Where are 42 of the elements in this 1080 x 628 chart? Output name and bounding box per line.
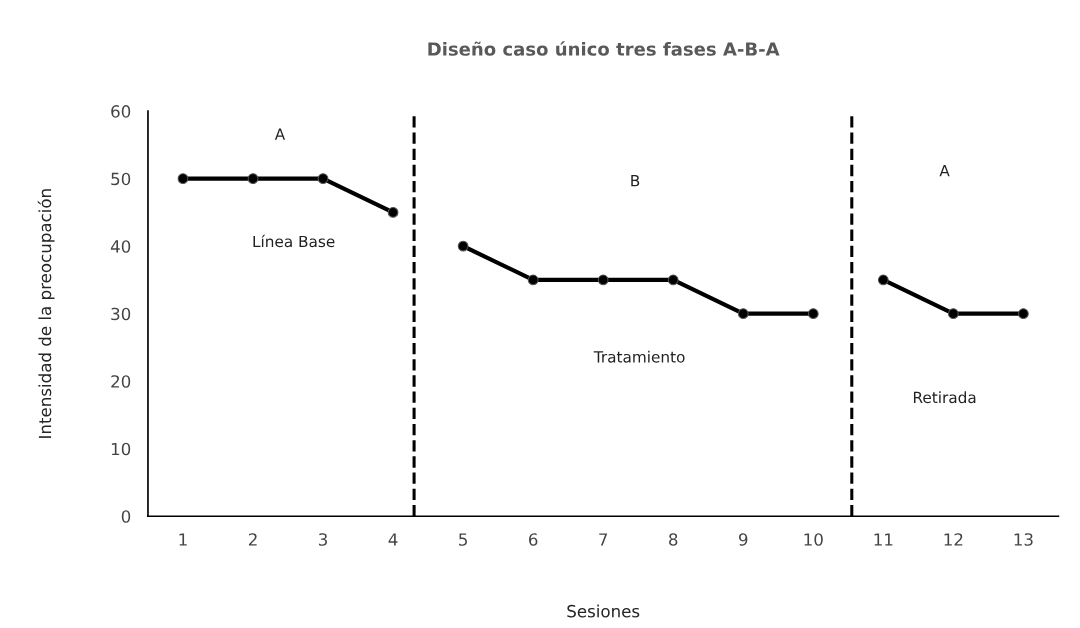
x-tick-label: 10 (804, 533, 823, 546)
point (177, 173, 189, 185)
point (667, 274, 679, 286)
point (1018, 308, 1029, 320)
annotation: A (274, 128, 286, 140)
y-tick-label: 40 (110, 240, 131, 253)
point (807, 308, 819, 320)
point (387, 207, 399, 218)
x-tick-label: 12 (944, 533, 963, 546)
point (877, 274, 889, 286)
chart-title: Diseño caso único tres fases A-B-A (428, 41, 780, 56)
y-tick-label: 0 (121, 510, 131, 523)
x-tick-label: 1 (179, 533, 187, 546)
y-tick-label: 10 (111, 442, 131, 456)
y-tick-label: 50 (111, 172, 131, 186)
point (527, 274, 539, 286)
x-tick-label: 6 (529, 533, 538, 546)
x-tick-label: 11 (874, 533, 893, 546)
y-tick-label: 20 (111, 375, 131, 388)
x-tick-label: 9 (739, 533, 748, 546)
annotation: B (631, 175, 640, 187)
point (247, 173, 259, 185)
x-tick-label: 8 (669, 533, 678, 546)
y-tick-label: 30 (111, 307, 131, 321)
x-tick-label: 5 (459, 533, 467, 546)
y-tick-label: 60 (111, 105, 131, 118)
point (597, 274, 609, 286)
point (317, 173, 329, 185)
point (737, 308, 749, 320)
x-tick-label: 2 (248, 533, 257, 546)
annotation: Retirada (913, 391, 976, 404)
x-tick-label: 13 (1014, 533, 1033, 546)
annotation: Tratamiento (593, 350, 685, 363)
annotation: A (939, 164, 950, 177)
x-tick-label: 3 (319, 533, 328, 546)
y-axis-title: Intensidad de la preocupación (37, 189, 55, 438)
annotation: Línea Base (253, 234, 335, 248)
x-axis-title: Sesiones (567, 604, 640, 618)
x-tick-label: 4 (388, 533, 398, 546)
point (947, 308, 959, 320)
x-tick-label: 7 (599, 533, 608, 546)
point (457, 240, 469, 252)
